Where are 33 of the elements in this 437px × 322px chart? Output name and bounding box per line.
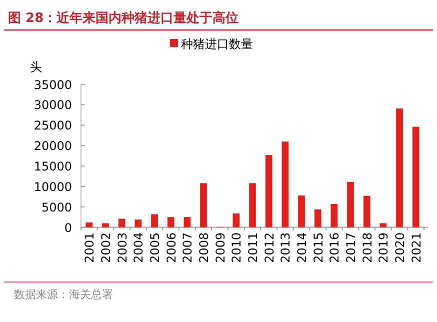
y-tick-label: 20000 xyxy=(34,139,72,154)
y-tick-label: 5000 xyxy=(41,200,72,214)
x-tick-label: 2016 xyxy=(328,232,342,263)
x-tick-label: 2018 xyxy=(360,232,374,263)
x-tick-label: 2017 xyxy=(344,232,358,263)
x-tick-label: 2003 xyxy=(115,232,130,263)
y-tick-label: 10000 xyxy=(34,180,72,194)
x-tick-label: 2005 xyxy=(148,232,162,263)
x-tick-label: 2014 xyxy=(295,232,309,263)
x-tick-label: 2013 xyxy=(278,232,293,263)
x-tick-label: 2021 xyxy=(409,232,424,263)
x-tick-label: 2007 xyxy=(180,232,195,263)
x-tick-label: 2006 xyxy=(164,232,178,263)
y-tick-label: 15000 xyxy=(34,160,72,174)
y-axis-title: 头 xyxy=(30,60,42,74)
chart-title: 图 28：近年来国内种猪进口量处于高位 xyxy=(8,10,239,26)
source-note: 数据来源：海关总署 xyxy=(14,288,113,301)
x-tick-label: 2010 xyxy=(230,232,244,263)
legend: 种猪进口数量 xyxy=(170,37,253,51)
y-tick-label: 0 xyxy=(64,220,72,235)
x-tick-label: 2012 xyxy=(262,232,276,263)
x-tick-label: 2004 xyxy=(132,232,146,263)
y-tick-label: 35000 xyxy=(34,78,72,92)
x-tick-label: 2008 xyxy=(197,232,211,263)
x-tick-label: 2001 xyxy=(82,232,97,263)
x-tick-label: 2009 xyxy=(213,232,228,263)
x-tick-label: 2002 xyxy=(99,232,113,263)
y-tick-label: 25000 xyxy=(34,118,72,133)
x-tick-label: 2019 xyxy=(376,232,391,263)
x-tick-label: 2015 xyxy=(311,232,326,263)
x-tick-label: 2020 xyxy=(393,232,407,263)
y-tick-label: 30000 xyxy=(34,98,72,112)
x-tick-label: 2011 xyxy=(246,232,260,263)
